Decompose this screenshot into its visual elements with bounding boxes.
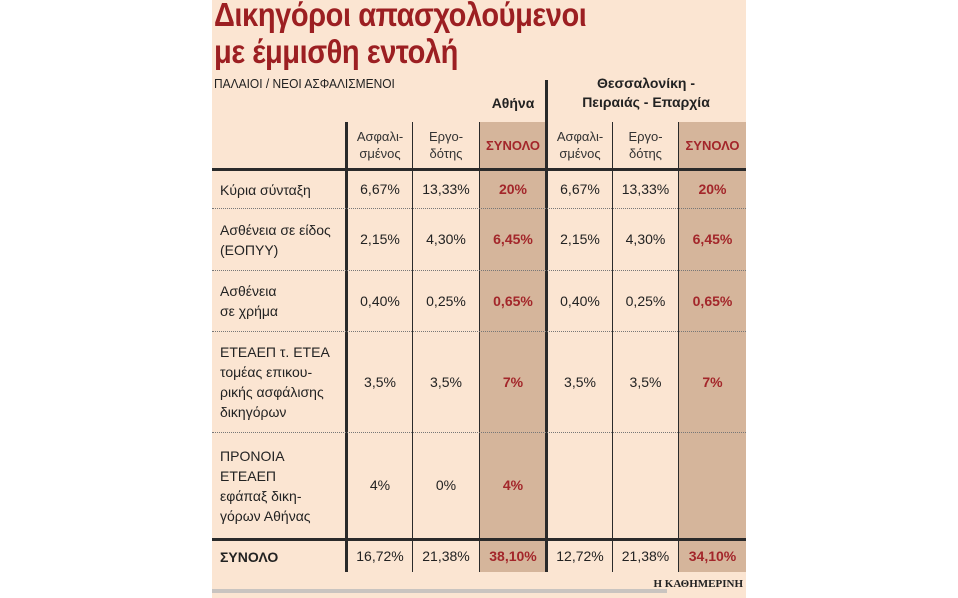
column-header: Εργο-δότης [613,122,678,168]
column-header-line: ΣΥΝΟΛΟ [485,137,541,153]
row-label-line: (ΕΟΠΥΥ) [220,241,279,258]
title-line: Δικηγόροι απασχολούμενοι [214,0,587,33]
row-label-line: ΠΡΟΝΟΙΑ [220,447,285,464]
total-cell: 21,38% [422,548,470,564]
row-separator [212,270,746,271]
divider [545,80,548,572]
title-line: με έμμισθη εντολή [214,33,458,70]
row-label-line: ΕΤΕΑΕΠ [220,467,277,484]
row-separator [212,208,746,209]
group-line: Πειραιάς - Επαρχία [582,94,710,110]
table-cell: 7% [702,373,723,390]
table-cell: 4,30% [625,231,666,247]
table-cell: 0% [435,477,457,493]
table-cell: 13,33% [422,181,470,197]
column-header-line: Ασφαλι- [556,129,604,144]
row-label: Ασθένεια σε χρήμα [220,271,348,331]
total-cell: 34,10% [688,548,737,564]
total-label: ΣΥΝΟΛΟ [220,548,279,565]
row-label-line: δικηγόρων [220,404,287,420]
table-cell: 3,5% [430,373,462,390]
total-cell: 21,38% [621,548,670,564]
table-cell: 3,5% [364,373,396,390]
column-header: ΣΥΝΟΛΟ [679,122,746,168]
row-label: Ασθένεια σε είδος (ΕΟΠΥΥ) [220,209,348,270]
table-cell: 2,15% [560,231,600,247]
row-label-line: γόρων Αθήνας [220,507,311,524]
table-cell: 6,67% [360,181,400,197]
column-header: Εργο-δότης [413,122,479,168]
row-label-line: Κύρια σύνταξη [220,181,311,198]
table-cell: 6,67% [560,181,600,197]
infographic-panel: Δικηγόροι απασχολούμενοι με έμμισθη εντο… [212,0,746,598]
column-header-line: σμένος [359,146,401,161]
column-header-line: Εργο- [628,129,663,144]
table-cell: 0,65% [692,292,733,309]
divider [345,122,348,572]
table-cell: 6,45% [692,231,733,247]
column-header: Ασφαλι-σμένος [348,122,412,168]
table-cell: 0,25% [426,292,466,309]
shade-other-total [679,122,746,572]
row-label-line: τομέας επικου- [220,364,313,380]
row-label: ΠΡΟΝΟΙΑ ΕΤΕΑΕΠ εφάπαξ δικη-γόρων Αθήνας [220,433,348,538]
shade-athens-total [480,122,546,572]
column-header-line: δότης [429,146,463,161]
row-label-line: Ασθένεια σε είδος [220,221,331,238]
table-cell: 0,40% [360,292,400,309]
total-cell: 12,72% [556,548,604,564]
row-label-line: Ασθένεια [220,283,277,299]
group-other: Θεσσαλονίκη - Πειραιάς - Επαρχία [546,74,746,112]
row-label: ΕΤΕΑΕΠ τ. ΕΤΕΑ τομέας επικου-ρικής ασφάλι… [220,332,348,432]
column-header: ΣΥΝΟΛΟ [480,122,546,168]
row-label-line: εφάπαξ δικη- [220,487,302,504]
table-cell: 20% [498,181,528,197]
header-rule [212,168,746,171]
table-cell: 20% [698,181,727,197]
divider [678,122,679,572]
column-header: Ασφαλι-σμένος [548,122,612,168]
column-header-line: σμένος [559,146,601,161]
row-label-line: ρικής ασφάλισης [220,384,324,400]
table-cell [679,433,746,538]
column-header-line: δότης [629,146,662,161]
table-cell: 3,5% [564,373,596,390]
row-separator [212,331,746,332]
table-cell: 0,40% [560,292,600,309]
table-cell [613,433,678,538]
row-separator [212,432,746,433]
table-cell: 4% [369,477,391,493]
table-cell: 13,33% [621,181,670,197]
table-cell: 0,25% [625,292,666,309]
footer-rule [212,589,667,593]
table-cell: 4% [502,477,524,493]
table-cell: 4,30% [426,231,466,247]
group-athens: Αθήνα [491,95,535,111]
divider [412,122,413,572]
divider [612,122,613,572]
row-label: Κύρια σύνταξη [220,171,348,208]
row-label-line: σε χρήμα [220,303,279,319]
column-header-line: Εργο- [428,129,464,144]
subtitle: ΠΑΛΑΙΟΙ / ΝΕΟΙ ΑΣΦΑΛΙΣΜΕΝΟΙ [214,76,395,91]
table-cell: 0,65% [493,292,533,309]
table-cell: 7% [502,373,524,390]
table-cell [548,433,612,538]
divider [479,122,480,572]
total-cell: 38,10% [489,548,537,564]
row-label-line: ΕΤΕΑΕΠ τ. ΕΤΕΑ [220,344,330,360]
table-cell: 3,5% [629,373,662,390]
total-cell: 16,72% [356,548,404,564]
column-header-line: ΣΥΝΟΛΟ [685,137,740,153]
column-header-line: Ασφαλι- [356,129,404,144]
source-credit: Η ΚΑΘΗΜΕΡΙΝΗ [653,578,744,590]
table-cell: 6,45% [493,231,533,247]
table-cell: 2,15% [360,231,400,247]
title: Δικηγόροι απασχολούμενοι με έμμισθη εντο… [214,0,587,70]
group-line: Θεσσαλονίκη - [596,75,696,91]
total-rule [212,538,746,541]
